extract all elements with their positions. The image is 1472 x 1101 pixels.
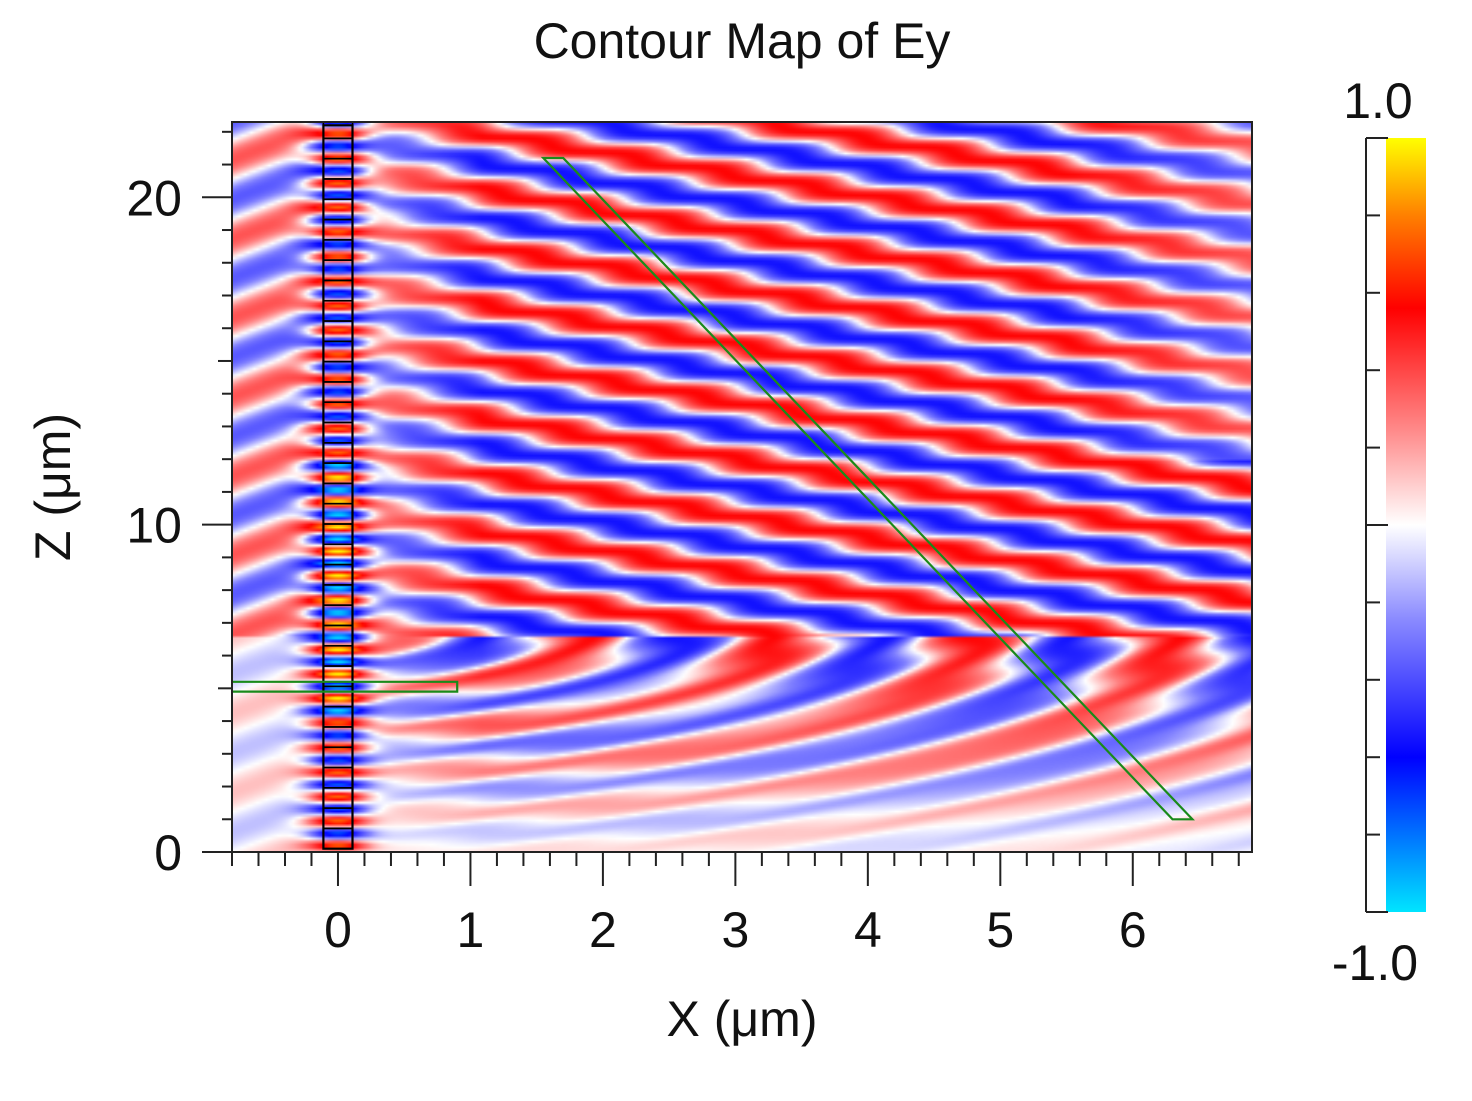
y-tick-label: 0 xyxy=(154,825,182,881)
x-tick-label: 0 xyxy=(324,902,352,958)
x-tick-label: 4 xyxy=(854,902,882,958)
x-tick-label: 1 xyxy=(457,902,485,958)
y-tick-label: 10 xyxy=(126,498,182,554)
plot-frame xyxy=(231,121,1253,853)
y-axis: 0 10 20 xyxy=(126,130,232,881)
y-axis-label: Z (μm) xyxy=(25,413,81,561)
structure-overlays xyxy=(232,122,1195,850)
colorbar-max-label: 1.0 xyxy=(1343,73,1413,129)
x-tick-label: 3 xyxy=(721,902,749,958)
colorbar-min-label: -1.0 xyxy=(1332,935,1418,991)
colorbar: 1.0 -1.0 xyxy=(1332,73,1426,991)
x-tick-label: 2 xyxy=(589,902,617,958)
chart-title: Contour Map of Ey xyxy=(534,13,951,69)
y-tick-label: 20 xyxy=(126,170,182,226)
diagonal-grating xyxy=(540,156,1195,821)
colorbar-ticks xyxy=(1365,137,1388,913)
x-tick-label: 5 xyxy=(986,902,1014,958)
horizontal-monitor xyxy=(232,680,459,693)
x-axis: 0 1 2 3 4 5 6 xyxy=(231,852,1240,958)
ey-field-heatmap xyxy=(232,122,1252,852)
vertical-waveguide xyxy=(322,124,354,850)
colorbar-gradient xyxy=(1386,138,1426,912)
x-axis-label: X (μm) xyxy=(666,991,817,1047)
x-tick-label: 6 xyxy=(1119,902,1147,958)
